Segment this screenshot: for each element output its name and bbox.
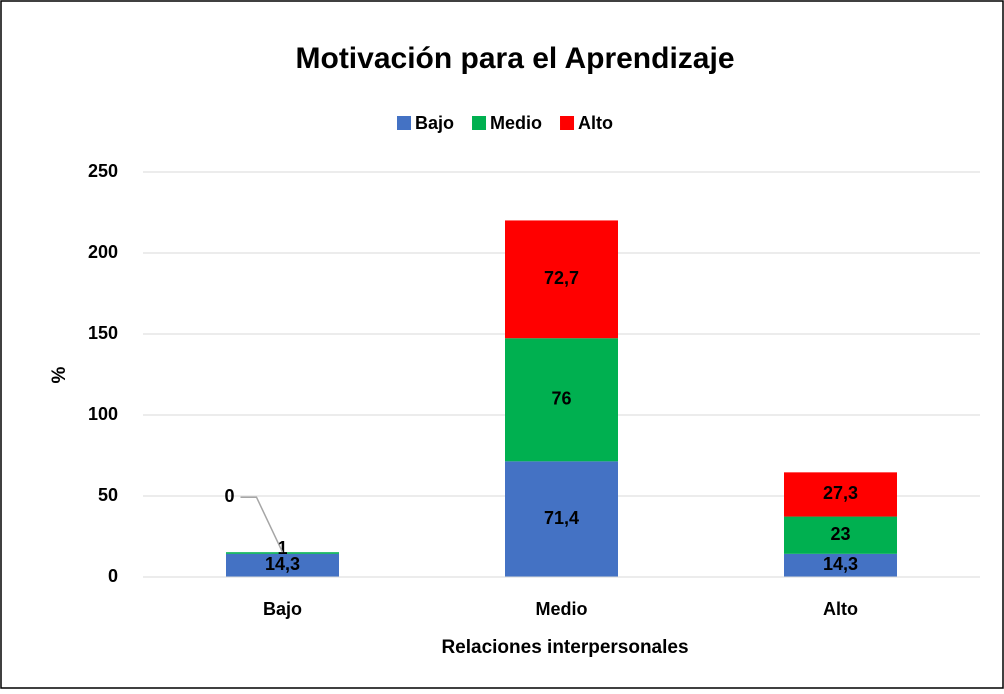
legend-label: Alto [578, 113, 613, 133]
bar-segment [784, 516, 897, 554]
legend-swatch [560, 116, 575, 130]
y-axis-title: % [49, 366, 70, 383]
bar-segment [784, 472, 897, 517]
data-label: 27,3 [823, 483, 858, 503]
bar-segment [505, 461, 618, 577]
y-tick-label: 150 [88, 323, 118, 343]
legend-swatch [472, 116, 487, 130]
legend-label: Medio [490, 113, 542, 133]
bar-segment [505, 338, 618, 462]
bar-segment [784, 553, 897, 577]
x-tick-label: Bajo [263, 599, 302, 619]
y-tick-label: 100 [88, 404, 118, 424]
y-tick-label: 0 [108, 566, 118, 586]
data-label: 0 [224, 486, 234, 506]
bar-segment [226, 552, 339, 554]
y-tick-label: 250 [88, 161, 118, 181]
data-label: 71,4 [544, 508, 579, 528]
data-label: 1 [277, 538, 287, 558]
y-tick-label: 50 [98, 485, 118, 505]
leader-line [240, 496, 284, 553]
chart-title: Motivación para el Aprendizaje [296, 42, 735, 75]
x-tick-label: Medio [536, 599, 588, 619]
data-label: 23 [830, 524, 850, 544]
legend-label: Bajo [415, 113, 454, 133]
data-label: 72,7 [544, 268, 579, 288]
data-label: 14,3 [823, 554, 858, 574]
data-label: 76 [551, 389, 571, 409]
bar-segment [505, 220, 618, 339]
x-tick-label: Alto [823, 599, 858, 619]
bar-segment [226, 553, 339, 577]
x-axis-title: Relaciones interpersonales [441, 637, 688, 658]
data-label: 14,3 [265, 554, 300, 574]
y-tick-label: 200 [88, 242, 118, 262]
legend-swatch [397, 116, 411, 130]
